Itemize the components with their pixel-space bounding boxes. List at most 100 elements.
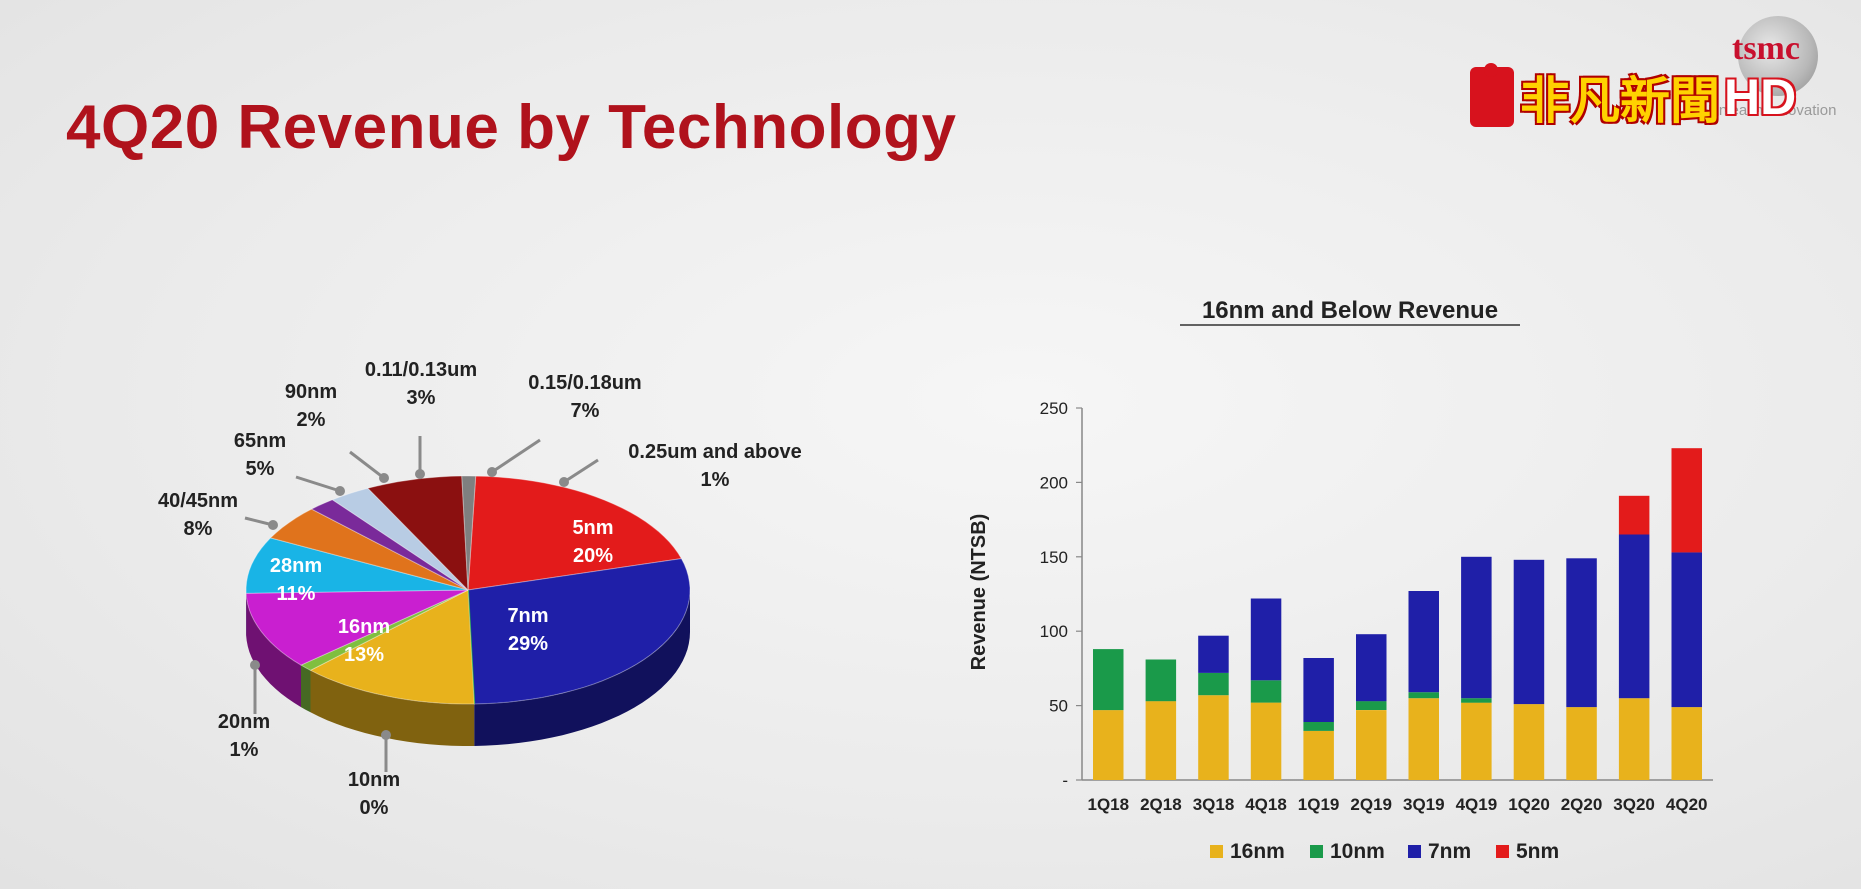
legend-label-7nm: 7nm <box>1428 840 1471 863</box>
logo-block: tsmc Unleash Innovation 非凡新聞 HD <box>1470 16 1850 129</box>
pie-value-7nm: 29% <box>508 633 548 655</box>
legend-swatch-10nm <box>1310 845 1323 858</box>
legend-swatch-7nm <box>1408 845 1421 858</box>
bar-3q19-7nm <box>1408 591 1439 693</box>
pie-leader-dot-65nm <box>335 486 345 496</box>
y-tick-label-250: 250 <box>1040 399 1068 418</box>
pie-slice-16nm <box>309 589 475 705</box>
pie-slice-0-15-0-18um <box>366 475 469 592</box>
y-tick-label-200: 200 <box>1040 473 1068 492</box>
x-tick-label-3q18: 3Q18 <box>1193 795 1235 814</box>
pie-slice-7nm <box>467 558 691 705</box>
pie-leader-0-25um-and-above <box>563 458 599 484</box>
y-tick-label-100: 100 <box>1040 622 1068 641</box>
bar-1q19-16nm <box>1303 730 1334 780</box>
bar-1q20-7nm <box>1513 559 1545 705</box>
pie-value-0-15-0-18um: 7% <box>571 400 600 422</box>
pie-leader-dot-90nm <box>379 473 389 483</box>
x-tick-label-4q18: 4Q18 <box>1245 795 1287 814</box>
pie-label-90nm: 90nm <box>285 381 337 403</box>
bar-4q20-16nm <box>1671 707 1702 780</box>
pie-label-7nm: 7nm <box>507 605 548 627</box>
x-tick-label-3q20: 3Q20 <box>1613 795 1655 814</box>
bar-2q20-7nm <box>1566 558 1597 708</box>
legend-swatch-16nm <box>1210 845 1223 858</box>
pie-value-0-11-0-13um: 3% <box>407 387 436 409</box>
pie-leader-65nm <box>295 475 341 493</box>
station-hd-badge: HD <box>1724 69 1797 125</box>
pie-label-16nm: 16nm <box>338 616 390 638</box>
pie-slice-28nm <box>245 589 469 666</box>
pie-side-7nm <box>474 590 690 746</box>
pie-leader-dot-40-45nm <box>268 520 278 530</box>
bar-2q19-16nm <box>1356 710 1387 780</box>
legend-label-10nm: 10nm <box>1330 840 1385 863</box>
legend-label-5nm: 5nm <box>1516 840 1559 863</box>
pie-label-40-45nm: 40/45nm <box>158 490 238 512</box>
bar-4q19-7nm <box>1461 556 1492 699</box>
station-name: 非凡新聞 <box>1520 73 1720 129</box>
bar-4q20-7nm <box>1671 552 1702 708</box>
bar-4q18-16nm <box>1250 702 1282 780</box>
pie-value-20nm: 1% <box>230 739 259 761</box>
pie-label-28nm: 28nm <box>270 555 322 577</box>
pie-slice-40-45nm <box>245 537 469 594</box>
bar-2q19-10nm <box>1356 701 1387 710</box>
bar-4q18-7nm <box>1250 598 1282 681</box>
pie-side-16nm <box>310 670 475 746</box>
station-mark-icon <box>1470 63 1514 127</box>
pie-leader-dot-10nm <box>381 730 391 740</box>
pie-side-walls <box>246 590 690 746</box>
pie-label-65nm: 65nm <box>234 430 286 452</box>
pie-leader-90nm <box>349 450 385 480</box>
pie-leader-dot-20nm <box>250 660 260 670</box>
pie-label-10nm: 10nm <box>348 769 400 791</box>
y-tick-label-150: 150 <box>1040 548 1068 567</box>
pie-value-40-45nm: 8% <box>184 518 213 540</box>
bar-3q18-10nm <box>1198 672 1229 696</box>
pie-value-5nm: 20% <box>573 545 613 567</box>
pie-value-0-25um-and-above: 1% <box>701 469 730 491</box>
bar-4q19-16nm <box>1461 702 1492 780</box>
pie-value-28nm: 11% <box>277 583 316 605</box>
pie-value-10nm: 0% <box>360 797 389 819</box>
bar-3q18-7nm <box>1198 635 1229 673</box>
bar-2q19-7nm <box>1356 634 1387 702</box>
legend-swatch-5nm <box>1496 845 1509 858</box>
bar-3q19-16nm <box>1408 698 1439 780</box>
x-tick-label-4q20: 4Q20 <box>1666 795 1708 814</box>
pie-slice-5nm <box>467 475 683 591</box>
pie-label-0-11-0-13um: 0.11/0.13um <box>365 359 477 381</box>
pie-label-0-15-0-18um: 0.15/0.18um <box>528 372 641 394</box>
bar-chart-title: 16nm and Below Revenue <box>1202 297 1498 324</box>
x-tick-label-1q19: 1Q19 <box>1298 795 1340 814</box>
bar-3q20-16nm <box>1618 698 1650 780</box>
pie-side-28nm <box>246 593 301 708</box>
bar-1q19-7nm <box>1303 658 1334 722</box>
bar-4q18-10nm <box>1250 680 1282 703</box>
x-tick-label-1q20: 1Q20 <box>1508 795 1550 814</box>
bar-2q18-10nm <box>1145 659 1177 702</box>
bar-1q18-10nm <box>1093 649 1124 711</box>
pie-labels: 5nm 20% 7nm 29% 10nm 0% 16nm 13% 20nm 1% 28nm 11% 40… <box>158 359 802 819</box>
bar-3q19-10nm <box>1408 692 1439 699</box>
pie-slice-0-25um-and-above <box>461 475 477 591</box>
bar-1q20-16nm <box>1513 704 1545 780</box>
x-tick-label-4q19: 4Q19 <box>1456 795 1498 814</box>
pie-value-90nm: 2% <box>297 409 326 431</box>
bar-1q18-16nm <box>1093 710 1124 780</box>
bar-3q20-7nm <box>1618 534 1650 699</box>
tsmc-logo: tsmc <box>1732 30 1800 67</box>
bar-4q20-5nm <box>1671 448 1702 553</box>
y-axis-label: Revenue (NTSB) <box>968 514 990 671</box>
pie-side-20nm <box>301 665 311 713</box>
bar-1q19-10nm <box>1303 722 1334 731</box>
tsmc-globe-icon <box>1738 16 1818 96</box>
pie-label-0-25um-and-above: 0.25um and above <box>628 441 801 463</box>
pie-leader-0-15-0-18um <box>491 438 541 474</box>
x-tick-label-3q19: 3Q19 <box>1403 795 1445 814</box>
x-tick-label-2q18: 2Q18 <box>1140 795 1182 814</box>
legend-label-16nm: 16nm <box>1230 840 1285 863</box>
